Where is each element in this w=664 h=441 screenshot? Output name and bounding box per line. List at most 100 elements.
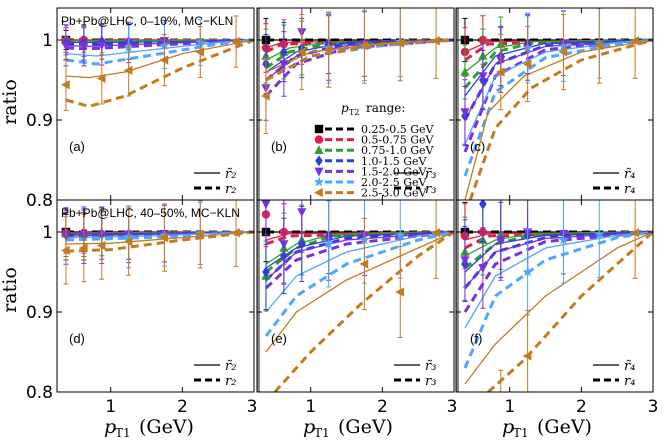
x-axis-label-col-1: p T1 (GeV) <box>104 416 194 440</box>
x-tick-label: 2 <box>177 397 188 417</box>
mini-legend-solid-label: r̃₃ <box>425 359 436 374</box>
data-point-triangle-down <box>97 41 107 50</box>
data-point-star <box>594 228 605 239</box>
data-point-triangle-left <box>395 38 405 48</box>
mini-legend-solid-label: r̃₂ <box>225 359 236 374</box>
x-tick-label: 3 <box>648 397 659 417</box>
curve-solid-6 <box>265 231 454 353</box>
curve-dashed-4 <box>463 38 653 153</box>
x-tick-label: 1 <box>105 397 116 417</box>
data-point-diamond <box>479 200 487 210</box>
x-label-p: p <box>502 416 514 438</box>
data-point-star <box>522 266 533 277</box>
left-edge-band <box>456 8 459 200</box>
x-label-unit: (GeV) <box>537 416 592 438</box>
data-point-triangle-down <box>478 264 488 274</box>
curve-dashed-6 <box>273 230 454 392</box>
data-point-triangle-left <box>96 240 106 251</box>
data-point-triangle-left <box>231 228 240 238</box>
data-point-triangle-down <box>79 41 89 51</box>
data-point-triangle-down <box>61 41 71 51</box>
legend-title-range: range: <box>366 101 405 115</box>
curve-dashed-5 <box>463 38 653 177</box>
legend-entry: 1.5-2.0 GeV <box>314 165 427 178</box>
panel-d: 0.8 0.9 1 1 2 3 Pb+Pb@LHC, 40–50%, MC−KLN (d) r̃… <box>26 199 257 417</box>
panel-e: 1 2 3 (e) r̃₃r₃ <box>256 199 458 417</box>
data-point-triangle-left <box>296 47 306 57</box>
legend-label: 0.5-0.75 GeV <box>361 134 434 147</box>
panel-c: (c) r̃₄r₄ <box>455 7 654 201</box>
x-tick-label: 1 <box>305 397 316 417</box>
x-label-p: p <box>303 416 315 438</box>
panel-frame <box>256 199 455 393</box>
data-point-triangle-left <box>123 236 133 247</box>
x-axis-label-col-3: p T1 (GeV) <box>502 416 592 440</box>
x-axis-label-col-2: p T1 (GeV) <box>303 416 393 440</box>
curve-dashed-4 <box>463 230 653 313</box>
data-point-triangle-up <box>460 66 470 76</box>
legend-label: 1.5-2.0 GeV <box>361 165 427 178</box>
legend-entry: 0.5-0.75 GeV <box>314 134 434 147</box>
y-tick-label: 0.8 <box>26 191 53 211</box>
panel-tag: (c) <box>470 139 485 154</box>
data-point-triangle-left <box>431 36 440 46</box>
mini-legend-solid-label: r̃₄ <box>624 359 635 374</box>
curve-dashed-1 <box>464 38 653 62</box>
panel-plot-content <box>257 8 454 200</box>
mini-legend-dashed-label: r₂ <box>225 374 236 389</box>
curve-dashed-5 <box>65 230 254 242</box>
data-point-triangle-left <box>159 232 169 243</box>
data-point-diamond <box>315 155 323 167</box>
panel-tag: (a) <box>69 139 85 154</box>
curve-dashed-2 <box>265 38 454 70</box>
data-point-triangle-left <box>159 55 169 65</box>
data-point-triangle-left <box>395 287 405 297</box>
x-label-unit: (GeV) <box>338 416 393 438</box>
curve-solid-6 <box>65 231 254 245</box>
data-point-triangle-left <box>60 80 70 90</box>
curve-solid-6 <box>65 39 254 79</box>
data-point-triangle-left <box>359 259 369 269</box>
x-label-p: p <box>104 416 116 438</box>
curve-dashed-6 <box>265 38 454 82</box>
panel-plot-content <box>60 15 254 111</box>
curve-solid-5 <box>65 231 254 239</box>
data-point-triangle-left <box>195 229 205 240</box>
data-point-triangle-left <box>359 40 369 51</box>
mini-legend-solid-label: r̃₄ <box>624 167 635 182</box>
y-tick-label: 1 <box>42 31 53 51</box>
x-tick-label: 3 <box>447 397 458 417</box>
x-tick-label: 2 <box>576 397 587 417</box>
data-point-square <box>314 124 324 134</box>
x-tick-label: 2 <box>377 397 388 417</box>
x-label-sub: T1 <box>513 426 529 440</box>
mini-legend-dashed-label: r₄ <box>624 182 635 197</box>
data-point-triangle-left <box>195 47 205 57</box>
mini-legend-dashed-label: r₂ <box>225 182 236 197</box>
curve-dashed-6 <box>65 38 254 108</box>
data-point-triangle-left <box>431 228 440 238</box>
left-edge-band <box>257 200 260 392</box>
panel-plot-content <box>257 200 454 392</box>
curve-solid-5 <box>464 231 653 329</box>
data-point-triangle-down <box>460 256 470 266</box>
curve-solid-6 <box>464 231 653 385</box>
curve-dashed-5 <box>264 230 454 337</box>
panel-tag: (f) <box>470 331 482 346</box>
data-point-triangle-left <box>323 44 333 55</box>
data-point-star <box>313 176 325 187</box>
data-point-triangle-left <box>522 59 532 69</box>
legend-label: 2.5-3.0 GeV <box>361 187 427 200</box>
data-point-triangle-left <box>558 47 568 57</box>
data-point-triangle-left <box>60 245 70 256</box>
mini-legend-dashed-label: r₄ <box>624 374 635 389</box>
data-point-triangle-down <box>297 208 307 218</box>
data-point-triangle-left <box>96 73 106 84</box>
data-point-triangle-down <box>261 200 271 210</box>
panel-tag: (e) <box>271 331 287 346</box>
curve-dashed-6 <box>468 38 653 200</box>
data-point-triangle-up <box>314 145 324 154</box>
mini-legend-dashed-label: r₃ <box>425 182 436 197</box>
